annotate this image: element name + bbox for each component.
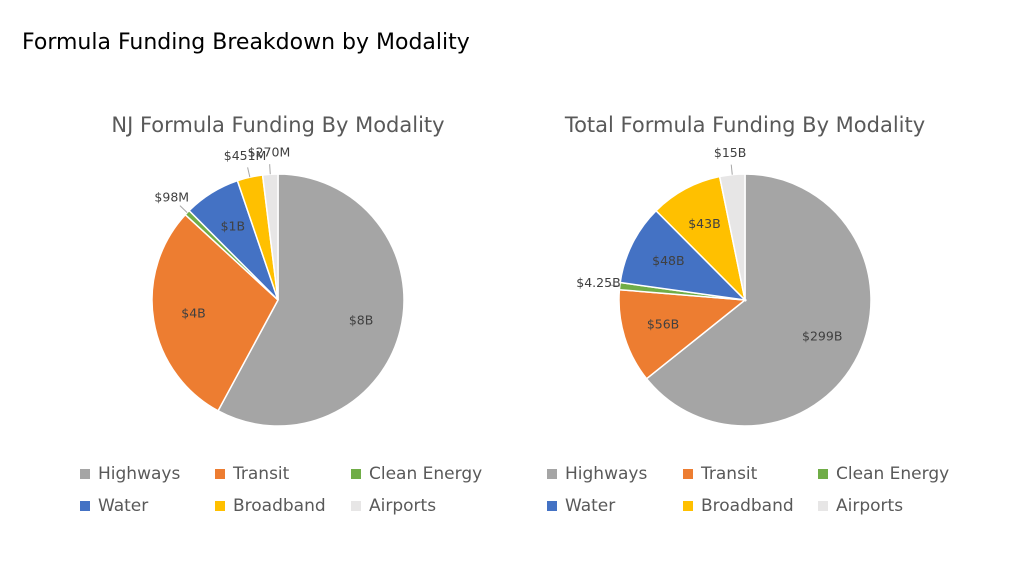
data-label: $98M xyxy=(154,189,189,204)
pie-slice xyxy=(619,209,748,302)
legend-swatch xyxy=(818,469,828,479)
pie-slice xyxy=(151,213,279,412)
leader-line xyxy=(730,164,733,175)
legend-label: Clean Energy xyxy=(836,464,949,484)
data-label: $451M xyxy=(224,148,267,163)
legend-swatch xyxy=(547,501,557,511)
data-label: $8B xyxy=(349,313,373,328)
page-title: Formula Funding Breakdown by Modality xyxy=(22,30,470,55)
legend-swatch xyxy=(683,469,693,479)
legend-label: Broadband xyxy=(233,496,326,516)
pie-slice xyxy=(645,173,872,427)
data-label: $56B xyxy=(647,317,679,332)
legend-swatch xyxy=(80,501,90,511)
data-label: $299B xyxy=(802,329,842,344)
legend-swatch xyxy=(351,469,361,479)
legend-label: Highways xyxy=(98,464,180,484)
data-label: $4B xyxy=(181,306,205,321)
leader-line xyxy=(247,167,251,178)
legend-label: Transit xyxy=(700,464,758,484)
data-label: $43B xyxy=(688,216,720,231)
legend-label: Highways xyxy=(565,464,647,484)
data-label: $1B xyxy=(221,219,245,234)
legend-swatch xyxy=(80,469,90,479)
data-label: $4.25B xyxy=(576,275,620,290)
chart-title: NJ Formula Funding By Modality xyxy=(111,113,444,137)
pie-slice xyxy=(217,173,405,427)
legend-swatch xyxy=(683,501,693,511)
legend-label: Water xyxy=(98,496,148,516)
pie-slice xyxy=(618,288,747,380)
legend-swatch xyxy=(215,469,225,479)
legend-label: Transit xyxy=(232,464,290,484)
legend-label: Clean Energy xyxy=(369,464,482,484)
leader-line xyxy=(269,164,271,175)
legend-label: Airports xyxy=(369,496,436,516)
data-label: $270M xyxy=(248,144,291,159)
data-label: $48B xyxy=(652,253,684,268)
legend-swatch xyxy=(818,501,828,511)
chart-title: Total Formula Funding By Modality xyxy=(564,113,925,137)
legend-swatch xyxy=(351,501,361,511)
data-label: $15B xyxy=(714,145,746,160)
legend-swatch xyxy=(215,501,225,511)
legend-label: Airports xyxy=(836,496,903,516)
legend-label: Broadband xyxy=(701,496,794,516)
legend-swatch xyxy=(547,469,557,479)
leader-line xyxy=(179,205,188,214)
leader-line xyxy=(609,284,620,287)
legend-label: Water xyxy=(565,496,615,516)
